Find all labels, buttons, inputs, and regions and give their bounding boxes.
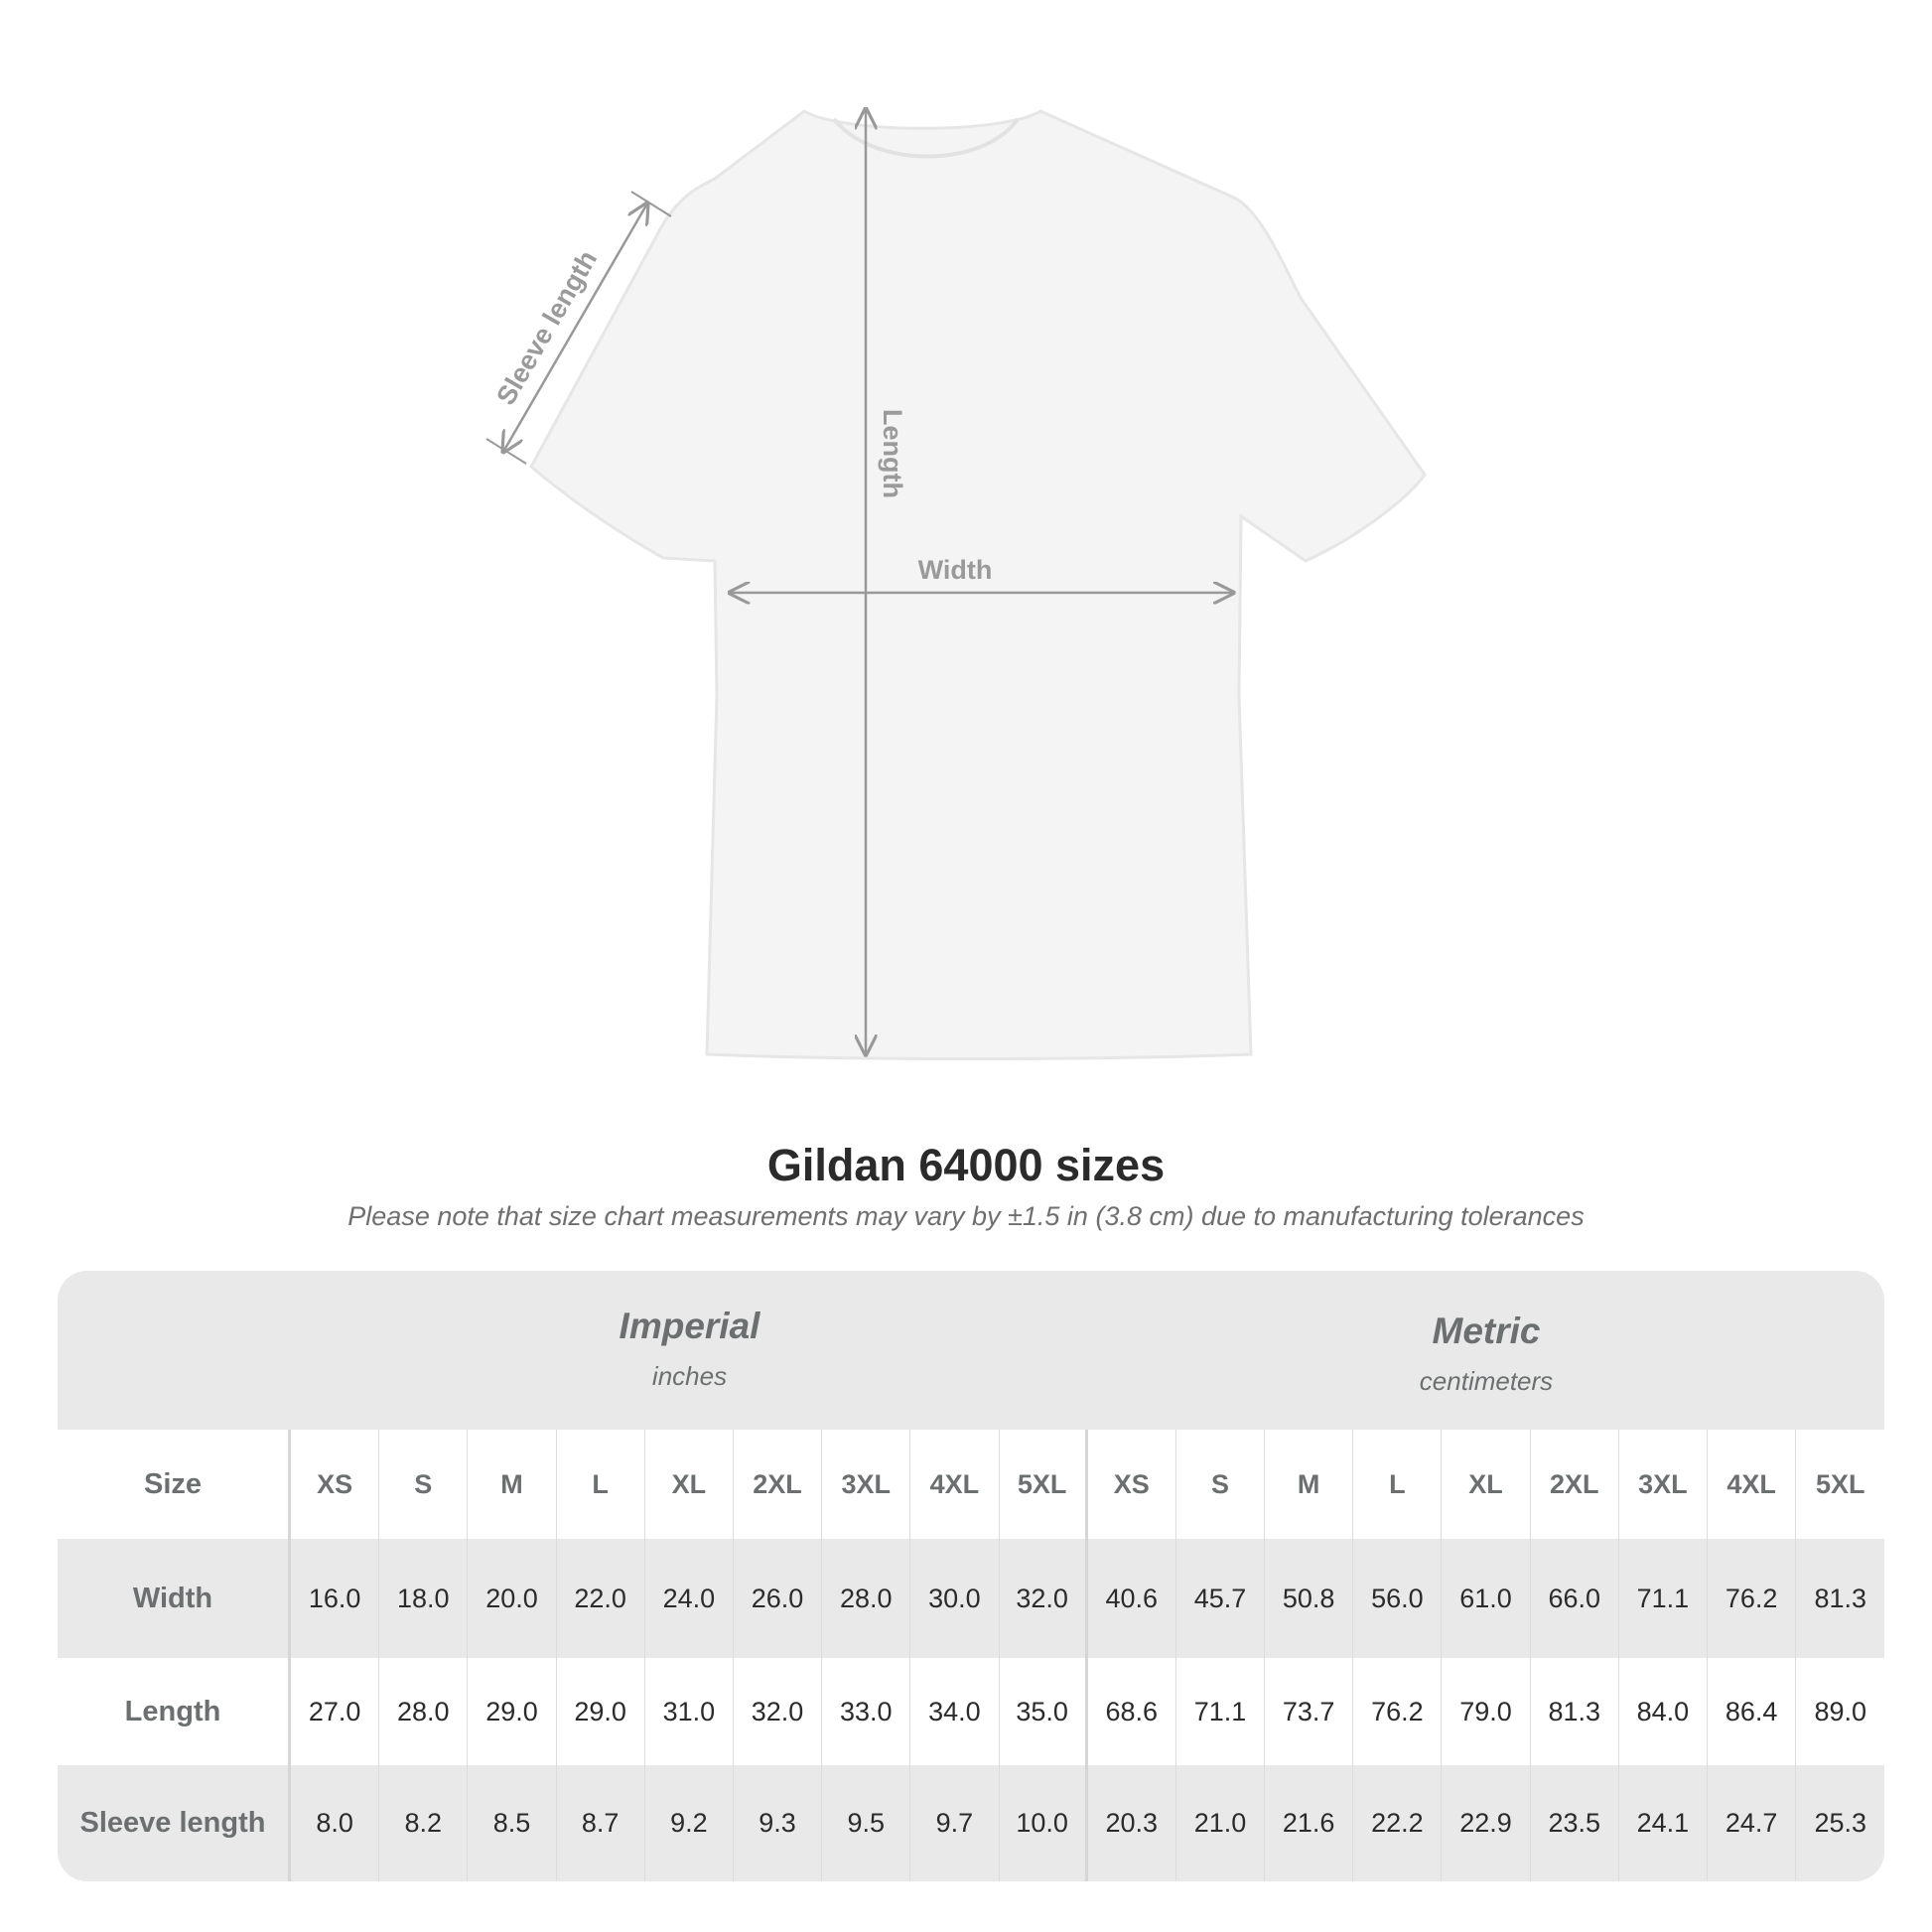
unit-header: Imperial inches Metric centimeters bbox=[58, 1271, 1884, 1430]
width-label: Width bbox=[918, 555, 993, 585]
imperial-size-2xl: 2XL bbox=[734, 1430, 823, 1539]
metric-size-4xl: 4XL bbox=[1708, 1430, 1797, 1539]
table-row-width: Width 16.0 18.0 20.0 22.0 24.0 26.0 28.0 30.0 32.… bbox=[58, 1539, 1884, 1658]
imperial-size-xs: XS bbox=[291, 1430, 380, 1539]
imperial-value-cell: 28.0 bbox=[379, 1658, 469, 1765]
length-label: Length bbox=[878, 409, 907, 498]
imperial-value-cell: 9.7 bbox=[910, 1765, 1000, 1881]
page-title: Gildan 64000 sizes bbox=[766, 1140, 1166, 1190]
imperial-value-cell: 9.5 bbox=[822, 1765, 911, 1881]
imperial-size-5xl: 5XL bbox=[1000, 1430, 1088, 1539]
imperial-value-cell: 18.0 bbox=[379, 1539, 469, 1658]
imperial-size-s: S bbox=[379, 1430, 469, 1539]
imperial-value-cell: 29.0 bbox=[468, 1658, 557, 1765]
size-header-row: Size XS S M L XL 2XL 3XL 4XL 5XL XS S M L XL 2XL 3XL 4XL 5… bbox=[58, 1430, 1884, 1539]
imperial-value-cell: 26.0 bbox=[734, 1539, 823, 1658]
imperial-value-cell: 28.0 bbox=[822, 1539, 911, 1658]
imperial-value-cell: 30.0 bbox=[910, 1539, 1000, 1658]
metric-value-cell: 76.2 bbox=[1708, 1539, 1797, 1658]
row-label: Sleeve length bbox=[58, 1765, 291, 1881]
imperial-value-cell: 24.0 bbox=[645, 1539, 734, 1658]
imperial-value-cell: 34.0 bbox=[910, 1658, 1000, 1765]
imperial-title: Imperial bbox=[619, 1306, 760, 1346]
metric-size-l: L bbox=[1353, 1430, 1443, 1539]
imperial-size-4xl: 4XL bbox=[910, 1430, 1000, 1539]
imperial-header: Imperial inches bbox=[291, 1306, 1088, 1392]
metric-value-cell: 68.6 bbox=[1088, 1658, 1176, 1765]
imperial-value-cell: 8.0 bbox=[291, 1765, 380, 1881]
metric-value-cell: 79.0 bbox=[1442, 1658, 1531, 1765]
imperial-value-cell: 33.0 bbox=[822, 1658, 911, 1765]
imperial-value-cell: 9.3 bbox=[734, 1765, 823, 1881]
imperial-value-cell: 16.0 bbox=[291, 1539, 380, 1658]
metric-value-cell: 76.2 bbox=[1353, 1658, 1443, 1765]
imperial-unit: inches bbox=[651, 1361, 728, 1391]
imperial-size-3xl: 3XL bbox=[822, 1430, 911, 1539]
metric-value-cell: 73.7 bbox=[1265, 1658, 1354, 1765]
metric-value-cell: 40.6 bbox=[1088, 1539, 1176, 1658]
sleeve-arrow bbox=[503, 204, 647, 452]
imperial-value-cell: 22.0 bbox=[557, 1539, 645, 1658]
metric-value-cell: 81.3 bbox=[1531, 1658, 1619, 1765]
imperial-value-cell: 35.0 bbox=[1000, 1658, 1088, 1765]
imperial-value-cell: 31.0 bbox=[645, 1658, 734, 1765]
imperial-size-l: L bbox=[557, 1430, 645, 1539]
metric-size-xs: XS bbox=[1088, 1430, 1176, 1539]
imperial-value-cell: 10.0 bbox=[1000, 1765, 1088, 1881]
tshirt-shape bbox=[529, 109, 1427, 1060]
metric-value-cell: 86.4 bbox=[1708, 1658, 1797, 1765]
imperial-value-cell: 32.0 bbox=[734, 1658, 823, 1765]
imperial-size-xl: XL bbox=[645, 1430, 734, 1539]
metric-title: Metric bbox=[1432, 1311, 1541, 1351]
row-label: Width bbox=[58, 1539, 291, 1658]
metric-size-2xl: 2XL bbox=[1531, 1430, 1619, 1539]
metric-value-cell: 56.0 bbox=[1353, 1539, 1443, 1658]
metric-size-5xl: 5XL bbox=[1816, 1468, 1865, 1499]
tolerance-note: Please note that size chart measurements… bbox=[347, 1201, 1585, 1231]
metric-value-cell: 45.7 bbox=[1176, 1539, 1266, 1658]
imperial-value-cell: 8.2 bbox=[379, 1765, 469, 1881]
metric-value-cell: 24.7 bbox=[1708, 1765, 1797, 1881]
size-table: Imperial inches Metric centimeters Size X… bbox=[58, 1271, 1884, 1881]
metric-value-cell: 89.0 bbox=[1814, 1696, 1867, 1726]
metric-value-cell: 84.0 bbox=[1619, 1658, 1708, 1765]
metric-size-m: M bbox=[1265, 1430, 1354, 1539]
imperial-value-cell: 8.7 bbox=[557, 1765, 645, 1881]
imperial-value-cell: 27.0 bbox=[291, 1658, 380, 1765]
metric-value-cell: 24.1 bbox=[1619, 1765, 1708, 1881]
metric-value-cell: 71.1 bbox=[1176, 1658, 1266, 1765]
metric-value-cell: 61.0 bbox=[1442, 1539, 1531, 1658]
tshirt-diagram: Sleeve length Length Width bbox=[485, 0, 1427, 1060]
metric-value-cell: 50.8 bbox=[1265, 1539, 1354, 1658]
metric-unit: centimeters bbox=[1419, 1366, 1554, 1396]
metric-value-cell: 71.1 bbox=[1619, 1539, 1708, 1658]
metric-size-s: S bbox=[1176, 1430, 1266, 1539]
metric-size-xl: XL bbox=[1442, 1430, 1531, 1539]
table-row-sleeve-length: Sleeve length 8.0 8.2 8.5 8.7 9.2 9.3 9.5 9.7 10.… bbox=[58, 1765, 1884, 1881]
imperial-value-cell: 9.2 bbox=[645, 1765, 734, 1881]
metric-header: Metric centimeters bbox=[1088, 1311, 1884, 1397]
imperial-value-cell: 20.0 bbox=[468, 1539, 557, 1658]
metric-value-cell: 23.5 bbox=[1531, 1765, 1619, 1881]
metric-value-cell: 66.0 bbox=[1531, 1539, 1619, 1658]
size-label: Size bbox=[58, 1430, 291, 1539]
metric-value-cell: 21.0 bbox=[1176, 1765, 1266, 1881]
metric-value-cell: 20.3 bbox=[1088, 1765, 1176, 1881]
metric-value-cell: 25.3 bbox=[1814, 1808, 1867, 1838]
metric-value-cell: 22.2 bbox=[1353, 1765, 1443, 1881]
imperial-value-cell: 32.0 bbox=[1000, 1539, 1088, 1658]
table-row-length: Length 27.0 28.0 29.0 29.0 31.0 32.0 33.0 34.0 35… bbox=[58, 1658, 1884, 1765]
metric-value-cell: 81.3 bbox=[1814, 1583, 1867, 1613]
metric-value-cell: 22.9 bbox=[1442, 1765, 1531, 1881]
imperial-size-m: M bbox=[468, 1430, 557, 1539]
metric-value-cell: 21.6 bbox=[1265, 1765, 1354, 1881]
metric-size-3xl: 3XL bbox=[1619, 1430, 1708, 1539]
row-label: Length bbox=[58, 1658, 291, 1765]
imperial-value-cell: 8.5 bbox=[468, 1765, 557, 1881]
imperial-value-cell: 29.0 bbox=[557, 1658, 645, 1765]
